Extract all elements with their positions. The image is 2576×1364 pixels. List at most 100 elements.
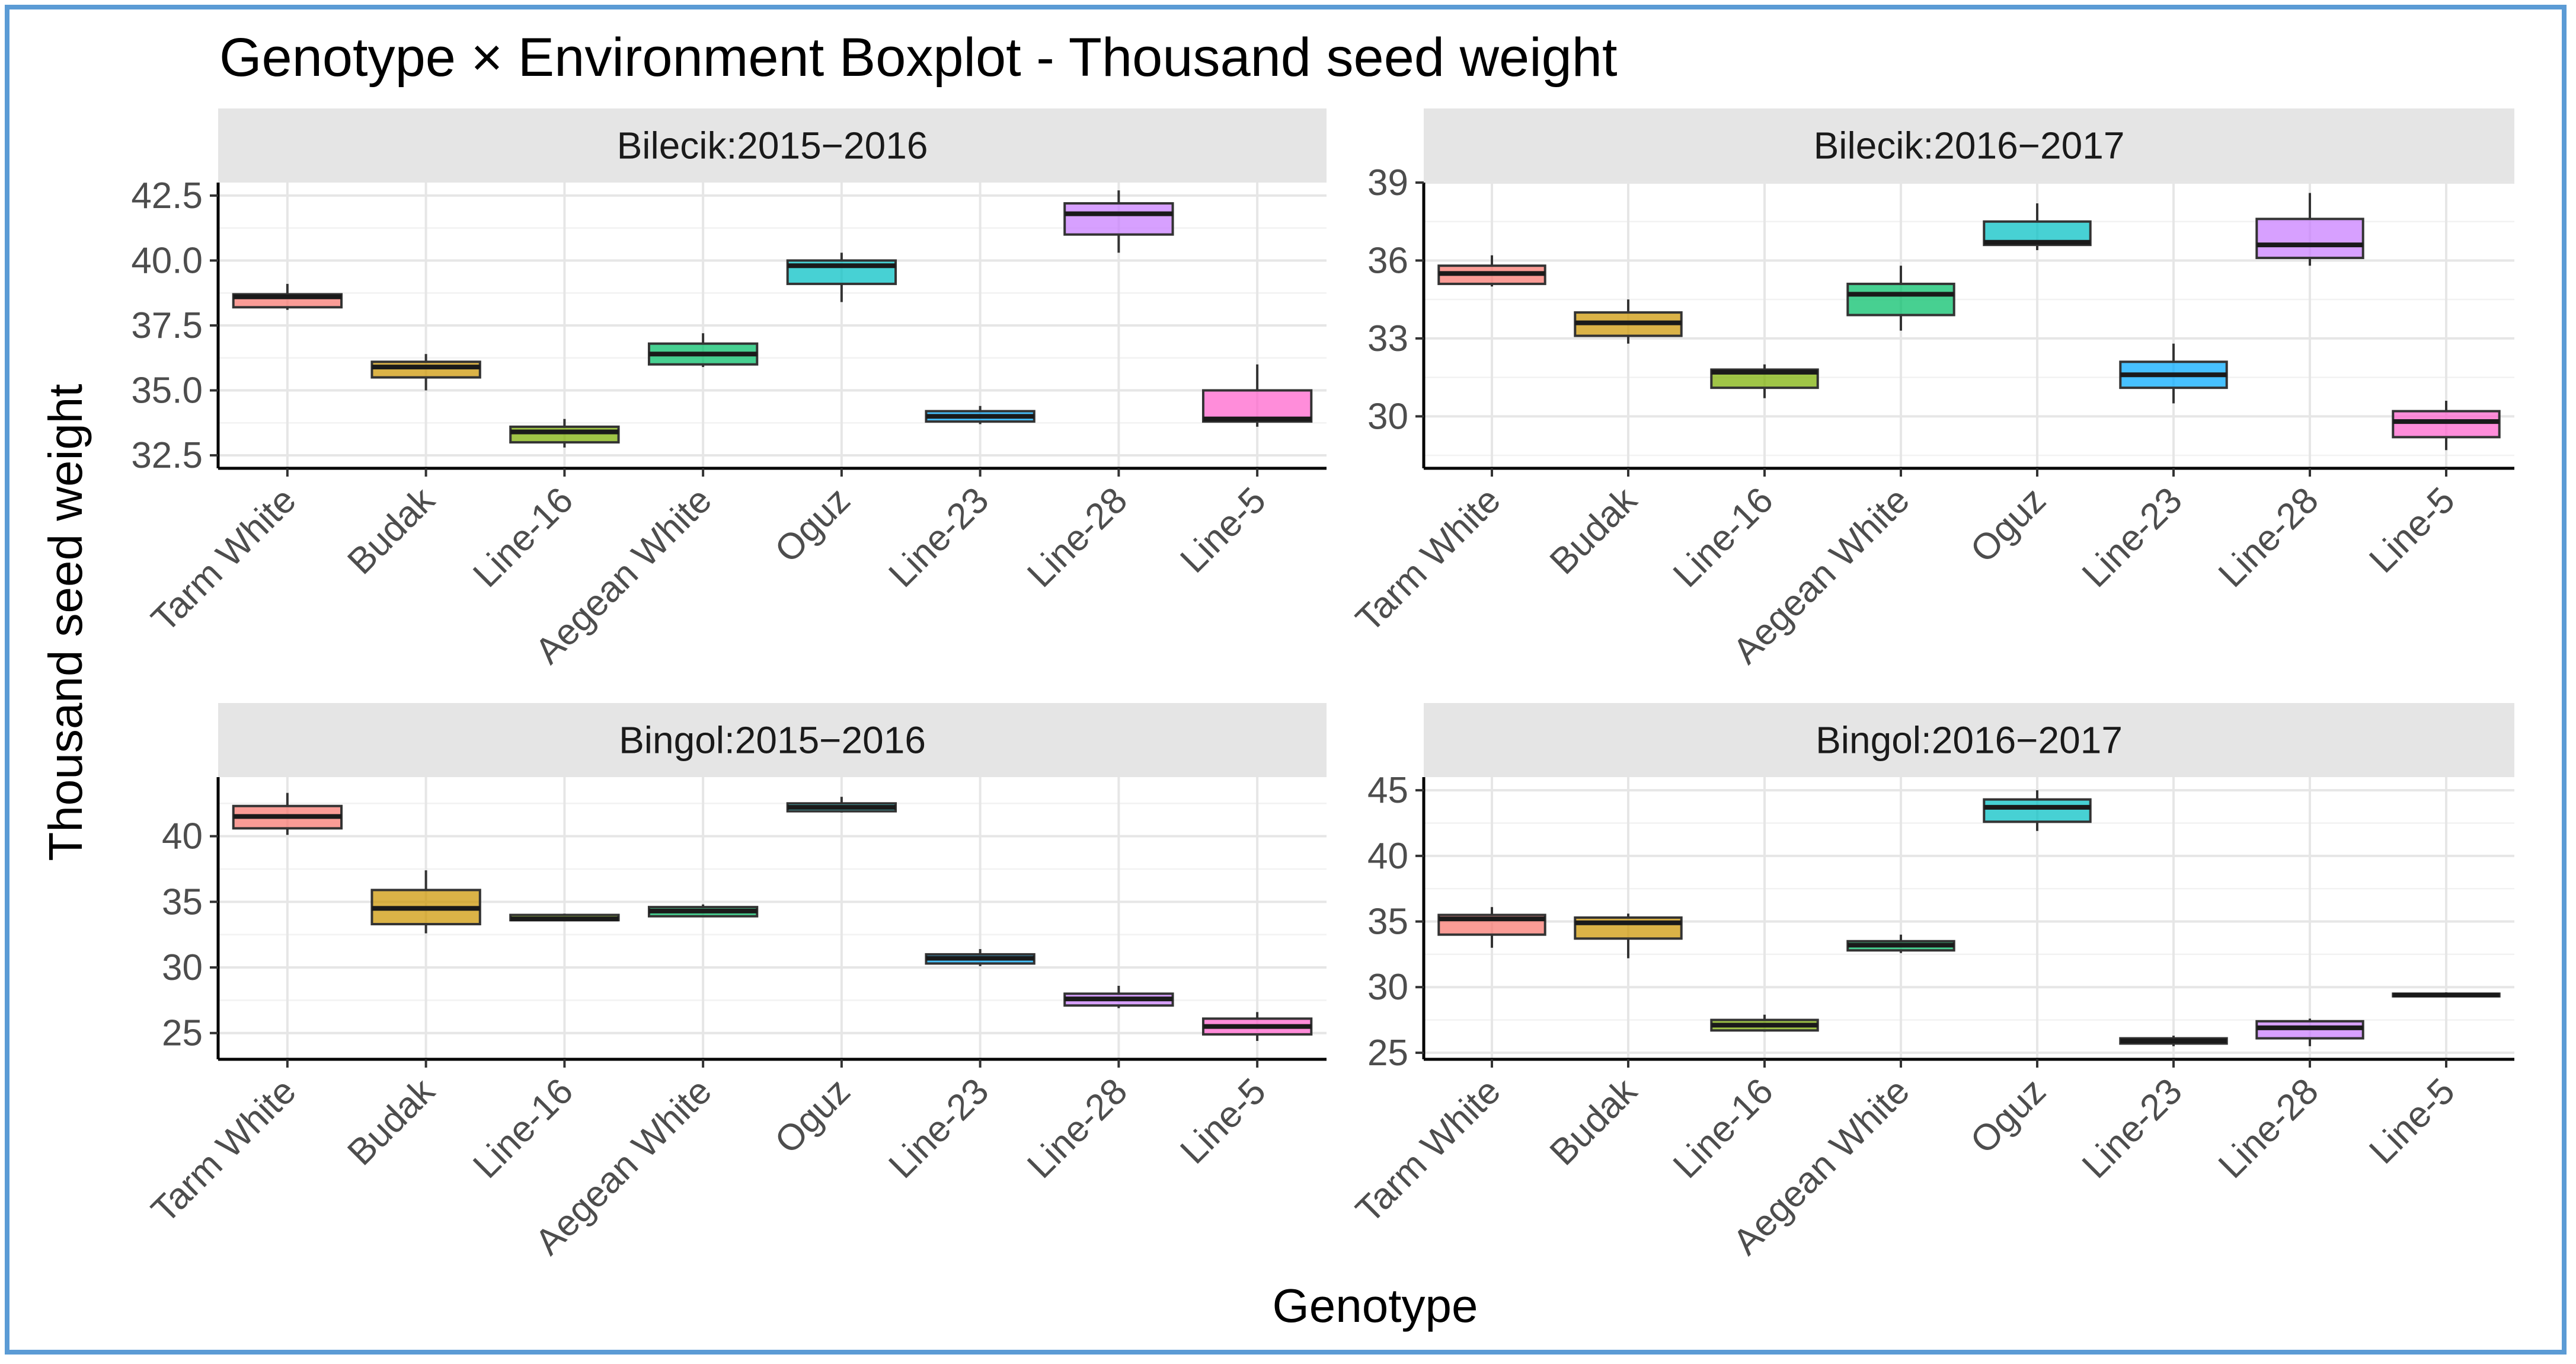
x-tick-label: Oguz: [767, 480, 858, 571]
box-line-5: [1201, 1012, 1313, 1042]
box-aegean-white: [647, 904, 759, 918]
x-tick-label: Tarm White: [1348, 1071, 1508, 1231]
box-line-23: [925, 405, 1035, 424]
box-line-28: [2255, 1018, 2364, 1046]
y-tick-label: 35.0: [131, 370, 203, 411]
box-line-16: [1710, 1014, 1819, 1032]
box-line-5: [2392, 992, 2501, 998]
figure-frame: [5, 5, 2567, 1355]
x-tick-label: Line-5: [1172, 1071, 1274, 1172]
box-line-23: [2119, 343, 2228, 404]
y-tick-label: 25: [162, 1013, 203, 1054]
x-tick-label: Line-28: [1019, 1071, 1135, 1186]
y-tick-label: 30: [162, 947, 203, 988]
y-tick-label: 30: [1367, 967, 1408, 1008]
x-axis-title: Genotype: [1273, 1279, 1478, 1332]
facet-panel-1: Bilecik:2015−2016 32.5 35.0 37.5 40.0 42.5 Tar…: [131, 108, 1327, 672]
box-oguz: [786, 797, 897, 813]
x-tick-label: Line-23: [2075, 480, 2190, 595]
box-line-5: [1201, 364, 1313, 427]
box-budak: [1574, 913, 1683, 959]
x-tick-label: Line-23: [881, 480, 996, 595]
y-tick-label: 40: [162, 816, 203, 857]
box-iqr: [1983, 798, 2092, 823]
y-tick-label: 32.5: [131, 435, 203, 476]
box-iqr: [1201, 389, 1313, 423]
box-iqr: [509, 425, 620, 444]
box-aegean-white: [1846, 934, 1955, 953]
x-tick-label: Line-28: [1019, 480, 1135, 595]
facet-strip: [218, 703, 1327, 777]
facet-strip-label: Bilecik:2015−2016: [617, 124, 928, 167]
y-tick-label: 25: [1367, 1033, 1408, 1074]
facet-strip: [1424, 703, 2514, 777]
x-tick-label: Line-16: [1666, 480, 1781, 595]
box-iqr: [1846, 282, 1955, 317]
x-tick-label: Line-5: [2361, 1071, 2463, 1172]
x-tick-label: Line-23: [2075, 1071, 2190, 1186]
y-tick-label: 40: [1367, 836, 1408, 877]
box-iqr: [370, 360, 481, 379]
box-oguz: [786, 253, 897, 302]
x-tick-label: Line-23: [881, 1071, 996, 1186]
box-line-5: [2392, 401, 2501, 451]
x-tick-label: Tarm White: [143, 480, 303, 640]
chart-title: Genotype × Environment Boxplot - Thousan…: [219, 27, 1618, 88]
box-iqr: [2255, 218, 2364, 260]
y-axis-title: Thousand seed weight: [39, 384, 92, 861]
box-line-28: [1063, 986, 1174, 1008]
box-budak: [370, 354, 481, 391]
x-tick-label: Budak: [1542, 479, 1645, 582]
y-tick-label: 42.5: [131, 175, 203, 216]
y-tick-label: 39: [1367, 162, 1408, 203]
box-budak: [370, 870, 481, 934]
x-tick-label: Budak: [340, 1070, 443, 1173]
box-aegean-white: [1846, 266, 1955, 331]
y-tick-label: 35: [162, 881, 203, 922]
facet-strip: [218, 108, 1327, 183]
y-tick-label: 33: [1367, 318, 1408, 359]
x-tick-label: Budak: [1542, 1070, 1645, 1173]
y-tick-label: 37.5: [131, 305, 203, 346]
box-budak: [1574, 299, 1683, 344]
facet-strip-label: Bingol:2016−2017: [1816, 719, 2123, 762]
x-tick-label: Line-5: [2361, 480, 2463, 581]
facet-strip-label: Bingol:2015−2016: [619, 719, 926, 762]
x-tick-label: Line-16: [1666, 1071, 1781, 1186]
x-tick-label: Oguz: [1963, 1071, 2054, 1162]
box-tarm-white: [1437, 907, 1546, 948]
box-line-23: [925, 949, 1035, 966]
box-oguz: [1983, 790, 2092, 831]
facet-panel-2: Bilecik:2016−2017 30 33 36 39 Tarm White Budak…: [1348, 108, 2514, 672]
box-line-28: [1063, 190, 1174, 253]
box-line-16: [509, 913, 620, 922]
box-iqr: [2392, 410, 2501, 439]
box-oguz: [1983, 203, 2092, 250]
box-line-28: [2255, 193, 2364, 266]
box-line-16: [509, 419, 620, 448]
x-tick-label: Line-28: [2211, 480, 2326, 595]
y-tick-label: 35: [1367, 902, 1408, 943]
facet-strip: [1424, 108, 2514, 183]
y-tick-label: 40.0: [131, 240, 203, 281]
facet-strip-label: Bilecik:2016−2017: [1814, 124, 2125, 167]
x-tick-label: Tarm White: [1348, 480, 1508, 640]
x-tick-label: Budak: [340, 479, 443, 582]
y-tick-label: 45: [1367, 770, 1408, 811]
x-tick-label: Tarm White: [143, 1071, 303, 1231]
facet-panel-4: Bingol:2016−2017 25 30 35 40 45 Tarm White Buda…: [1348, 703, 2514, 1263]
x-tick-label: Oguz: [1963, 480, 2054, 571]
x-tick-label: Line-28: [2211, 1071, 2326, 1186]
box-aegean-white: [647, 333, 759, 368]
box-line-16: [1710, 364, 1819, 398]
box-tarm-white: [232, 793, 343, 835]
box-line-23: [2119, 1036, 2228, 1046]
box-iqr: [1063, 202, 1174, 236]
box-tarm-white: [1437, 255, 1546, 287]
x-tick-label: Line-16: [465, 480, 581, 595]
x-tick-label: Line-16: [465, 1071, 581, 1186]
y-tick-label: 36: [1367, 240, 1408, 281]
x-tick-label: Line-5: [1172, 480, 1274, 581]
x-tick-label: Oguz: [767, 1071, 858, 1162]
